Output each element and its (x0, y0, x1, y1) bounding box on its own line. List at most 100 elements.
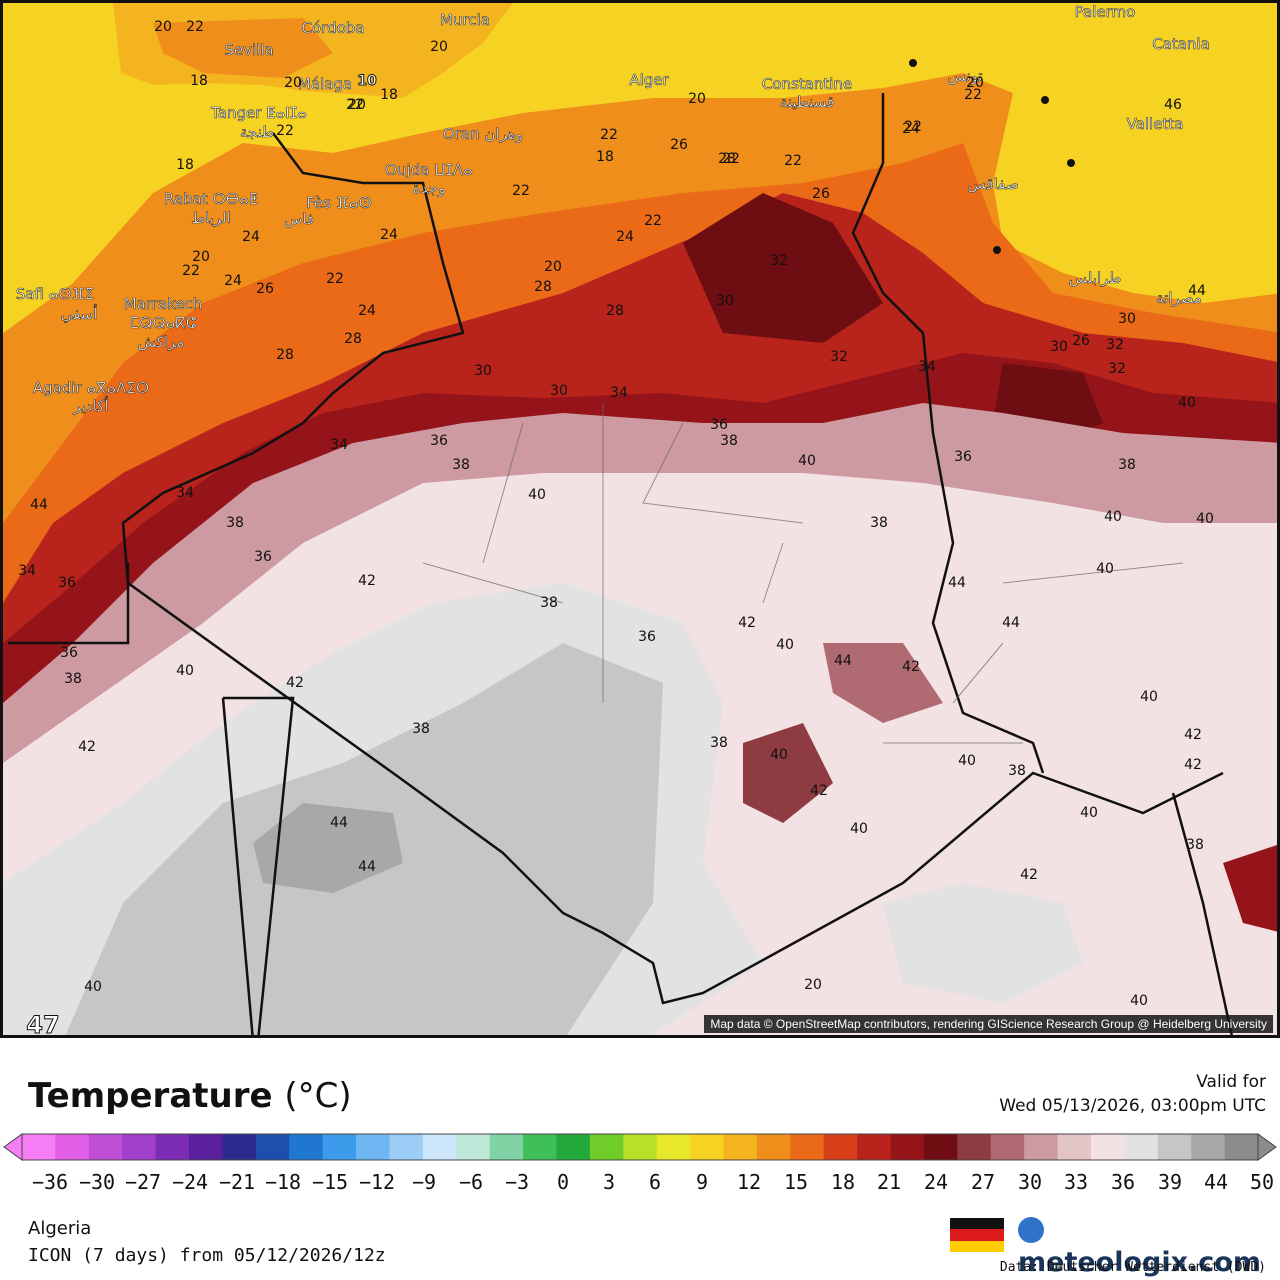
temperature-value: 26 (670, 137, 688, 153)
temperature-value: 20 (966, 75, 984, 91)
temperature-value: 22 (644, 213, 662, 229)
temperature-value: 40 (850, 821, 868, 837)
border-mali-line (221, 697, 254, 1035)
temperature-value: 42 (1184, 757, 1202, 773)
temperature-value: 22 (784, 153, 802, 169)
scale-tick-label: 15 (783, 1170, 809, 1194)
temperature-value: 32 (1106, 337, 1124, 353)
scale-swatch (857, 1134, 892, 1160)
temperature-value: 22 (186, 19, 204, 35)
scale-tick-label: −36 (31, 1170, 69, 1194)
temperature-value: 36 (254, 549, 272, 565)
border-algeria-east (851, 93, 1045, 774)
temperature-value: 38 (870, 515, 888, 531)
scale-swatch (1024, 1134, 1059, 1160)
scale-swatch (623, 1134, 658, 1160)
scale-tick-label: −15 (311, 1170, 349, 1194)
brand-logo[interactable]: meteologix.com (1018, 1216, 1280, 1278)
temperature-value: 38 (710, 735, 728, 751)
scale-swatch (923, 1134, 958, 1160)
temperature-value: 42 (738, 615, 756, 631)
temperature-value: 42 (286, 675, 304, 691)
scale-tick-label: 9 (695, 1170, 709, 1194)
scale-swatch (88, 1134, 123, 1160)
temperature-value: 36 (954, 449, 972, 465)
temperature-value: 40 (770, 747, 788, 763)
scale-tick-label: 21 (876, 1170, 902, 1194)
temperature-value: 18 (190, 73, 208, 89)
temperature-value: 42 (1184, 727, 1202, 743)
temperature-value: 20 (430, 39, 448, 55)
temperature-value: 44 (948, 575, 966, 591)
temperature-value: 34 (918, 359, 936, 375)
legend-title: Temperature (°C) (28, 1076, 352, 1116)
scale-swatch (1191, 1134, 1226, 1160)
temperature-value: 40 (1178, 395, 1196, 411)
temperature-value: 24 (902, 121, 920, 137)
temperature-value: 40 (1080, 805, 1098, 821)
color-scale-bar (3, 1133, 1277, 1161)
temperature-value: 32 (1108, 361, 1126, 377)
temperature-value: 42 (78, 739, 96, 755)
scale-tick-label: 6 (648, 1170, 662, 1194)
city-label: قسنطينة (780, 93, 834, 111)
scale-swatch (255, 1134, 290, 1160)
title-unit: (°C) (284, 1076, 352, 1116)
temperature-value: 40 (176, 663, 194, 679)
title-text: Temperature (28, 1076, 273, 1116)
scale-tick-label: −18 (264, 1170, 302, 1194)
temperature-value: 22 (722, 151, 740, 167)
scale-tick-label: 27 (970, 1170, 996, 1194)
city-label: Oujda ⵡⵊⴷⴰ (385, 161, 473, 179)
island-dots (909, 59, 1075, 254)
scale-tick-label: 18 (830, 1170, 856, 1194)
temperature-value: 30 (474, 363, 492, 379)
scale-swatch (489, 1134, 524, 1160)
map-attribution[interactable]: Map data © OpenStreetMap contributors, r… (704, 1015, 1273, 1033)
scale-swatch (122, 1134, 157, 1160)
city-label: Safi ⴰⵙⴼⵉ (16, 285, 95, 303)
temperature-value: 38 (1008, 763, 1026, 779)
temperature-value: 42 (1020, 867, 1038, 883)
scale-swatch (957, 1134, 992, 1160)
temperature-value: 40 (958, 753, 976, 769)
border-niger-chad (1171, 792, 1233, 1035)
city-label: فاس (284, 210, 314, 228)
temperature-value: 44 (834, 653, 852, 669)
temperature-value: 34 (18, 563, 36, 579)
temperature-value: 38 (1186, 837, 1204, 853)
temperature-map[interactable]: Córdoba Murcia Sevilla Málaga Tanger ⵟⴰⵏⵊⴰ طن… (0, 0, 1280, 1038)
city-label: مراكش (138, 333, 185, 351)
temperature-value: 46 (1164, 97, 1182, 113)
scale-tick-label: 24 (923, 1170, 949, 1194)
temperature-value: 36 (430, 433, 448, 449)
scale-tick-label: −30 (78, 1170, 116, 1194)
temperature-value: 34 (330, 437, 348, 453)
scale-tick-label: 44 (1203, 1170, 1229, 1194)
data-source: Data: Deutscher Wetterdienst (DWD) (999, 1260, 1266, 1275)
temperature-value: 22 (512, 183, 530, 199)
temperature-value: 34 (610, 385, 628, 401)
city-label: طرابلس (1069, 269, 1122, 287)
temperature-value: 22 (326, 271, 344, 287)
temperature-value: 22 (964, 87, 982, 103)
temperature-value: 18 (380, 87, 398, 103)
temperature-value: 36 (638, 629, 656, 645)
city-label: Catania (1152, 35, 1210, 53)
temperature-value: 28 (276, 347, 294, 363)
temperature-value: 26 (256, 281, 274, 297)
scale-swatch (790, 1134, 825, 1160)
scale-swatch (55, 1134, 90, 1160)
scale-ticks: −36 −30 −27 −24 −21 −18 −15 −12 −9 −6 −3 0 3 6 9 12 15 18… (0, 1170, 1280, 1200)
temperature-value: 38 (720, 433, 738, 449)
scale-swatch (356, 1134, 390, 1160)
scale-tick-label: 12 (736, 1170, 762, 1194)
city-label: Murcia (440, 11, 490, 29)
temperature-value: 30 (716, 293, 734, 309)
hotspot-tassili (823, 643, 943, 723)
scale-swatch (422, 1134, 457, 1160)
valid-time: Wed 05/13/2026, 03:00pm UTC (999, 1096, 1266, 1116)
city-label: Palermo (1075, 3, 1136, 21)
temperature-value: 40 (1140, 689, 1158, 705)
zone-46 (253, 803, 403, 893)
